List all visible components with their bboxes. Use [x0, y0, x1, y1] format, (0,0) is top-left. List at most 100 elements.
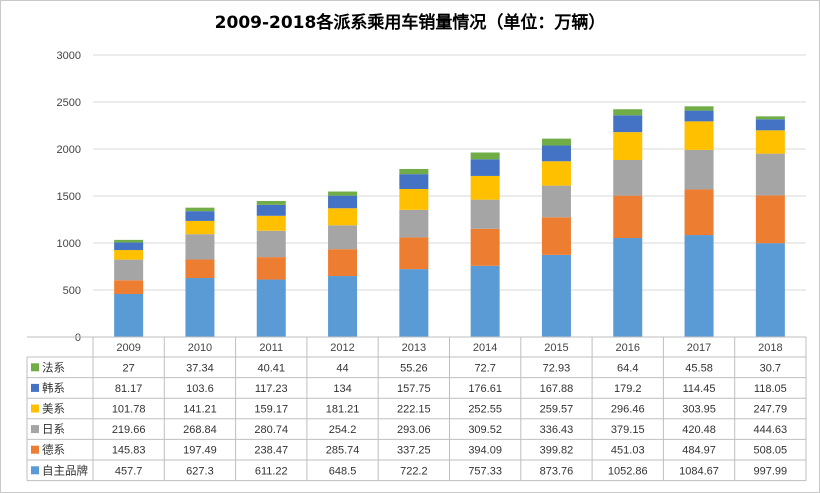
- bar-segment: [470, 199, 500, 229]
- data-table-cell: 627.3: [186, 465, 214, 477]
- data-table-cell: 103.6: [186, 383, 214, 395]
- legend-label: 自主品牌: [42, 463, 88, 477]
- data-table-cell: 997.99: [754, 465, 788, 477]
- data-table-cell: 145.83: [112, 445, 146, 457]
- bar-segment: [399, 269, 429, 337]
- data-table-cell: 451.03: [611, 445, 645, 457]
- data-table-cell: 222.15: [397, 404, 431, 416]
- bar-segment: [328, 195, 358, 209]
- data-table-cell: 336.43: [540, 424, 574, 436]
- legend-label: 日系: [42, 422, 65, 436]
- legend-swatch: [31, 425, 39, 434]
- data-table-cell: 141.21: [183, 404, 217, 416]
- bar-segment: [256, 215, 286, 231]
- bar-segment: [114, 242, 144, 251]
- bar-segment: [328, 225, 358, 250]
- data-table-cell: 81.17: [115, 383, 143, 395]
- bar-segment: [684, 149, 714, 190]
- data-table-cell: 219.66: [112, 424, 146, 436]
- bar-segment: [755, 153, 785, 196]
- data-table-cell: 420.48: [682, 424, 716, 436]
- legend-swatch: [31, 466, 39, 475]
- bar-segment: [470, 265, 500, 337]
- y-tick-label: 0: [75, 332, 81, 344]
- bar-segment: [328, 276, 358, 337]
- y-tick-label: 2500: [57, 97, 81, 109]
- bar-segment: [470, 175, 500, 200]
- legend-swatch: [31, 445, 39, 454]
- bar-segment: [185, 211, 215, 221]
- bar-segment: [470, 152, 500, 160]
- bar-segment: [684, 235, 714, 337]
- bar-segment: [114, 239, 144, 243]
- bar-segment: [755, 116, 785, 120]
- bar-segment: [541, 254, 571, 337]
- data-table-cell: 309.52: [468, 424, 502, 436]
- legend-swatch: [31, 383, 39, 392]
- data-table-cell: 648.5: [329, 465, 357, 477]
- bar-segment: [399, 174, 429, 189]
- data-table-cell: 238.47: [254, 445, 288, 457]
- data-table-cell: 337.25: [397, 445, 431, 457]
- y-tick-label: 1000: [57, 238, 81, 250]
- data-table-cell: 873.76: [540, 465, 574, 477]
- legend-label: 法系: [42, 360, 65, 374]
- bar-segment: [185, 259, 215, 279]
- data-table-cell: 27: [123, 362, 135, 374]
- bar-segment: [185, 220, 215, 235]
- bar-segment: [755, 119, 785, 131]
- bar-segment: [541, 217, 571, 255]
- bar-segment: [114, 250, 144, 260]
- data-table-cell: 508.05: [754, 445, 788, 457]
- data-table-cell: 254.2: [329, 424, 357, 436]
- data-table-cell: 40.41: [257, 362, 285, 374]
- data-table-cell: 72.7: [474, 362, 495, 374]
- x-category-label: 2018: [758, 342, 782, 354]
- bar-segment: [399, 237, 429, 270]
- x-category-label: 2012: [330, 342, 354, 354]
- data-table-cell: 444.63: [754, 424, 788, 436]
- chart-title: 2009-2018各派系乘用车销量情况（单位：万辆）: [214, 13, 606, 33]
- data-table-cell: 64.4: [617, 362, 638, 374]
- data-table-cell: 611.22: [255, 465, 288, 477]
- x-category-label: 2010: [188, 342, 212, 354]
- data-table-cell: 30.7: [760, 362, 781, 374]
- bar-segment: [613, 159, 643, 196]
- data-table-cell: 722.2: [400, 465, 428, 477]
- bar-segment: [256, 204, 286, 216]
- bar-segment: [114, 259, 144, 281]
- bar-segment: [613, 238, 643, 337]
- data-table-cell: 457.7: [115, 465, 143, 477]
- bar-segment: [185, 207, 215, 212]
- data-table-cell: 259.57: [540, 404, 574, 416]
- bar-segment: [541, 145, 571, 162]
- bar-segment: [399, 209, 429, 238]
- bar-segment: [613, 109, 643, 116]
- bar-segment: [114, 293, 144, 337]
- data-table-cell: 252.55: [468, 404, 502, 416]
- bar-segment: [328, 191, 358, 196]
- data-table-cell: 72.93: [543, 362, 571, 374]
- data-table-cell: 179.2: [614, 383, 642, 395]
- x-category-label: 2014: [473, 342, 497, 354]
- x-category-label: 2009: [116, 342, 140, 354]
- data-table-cell: 114.45: [683, 383, 716, 395]
- bar-segment: [185, 234, 215, 260]
- data-table-cell: 1084.67: [679, 465, 719, 477]
- data-table-cell: 303.95: [682, 404, 716, 416]
- data-table-cell: 1052.86: [608, 465, 648, 477]
- bar-segment: [613, 115, 643, 133]
- bar-segment: [684, 121, 714, 150]
- bar-segment: [256, 200, 286, 205]
- bar-segment: [328, 208, 358, 226]
- bar-segment: [755, 243, 785, 337]
- bar-segment: [684, 189, 714, 236]
- bar-segment: [470, 159, 500, 176]
- data-table-cell: 176.61: [468, 383, 502, 395]
- data-table-cell: 118.05: [754, 383, 787, 395]
- data-table-cell: 134: [333, 383, 351, 395]
- legend-swatch: [31, 363, 39, 372]
- data-table-cell: 268.84: [183, 424, 217, 436]
- data-table-cell: 45.58: [685, 362, 713, 374]
